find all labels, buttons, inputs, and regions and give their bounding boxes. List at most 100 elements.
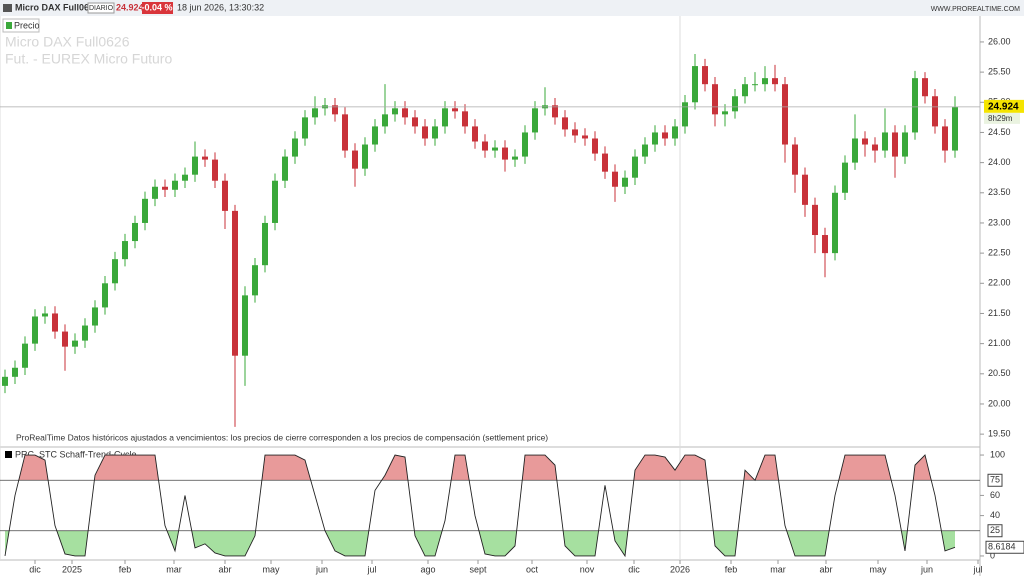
candle-body [92,307,98,326]
watermark-sub: Fut. - EUREX Micro Futuro [5,51,172,67]
y-tick-label: 20.50 [988,368,1011,378]
candle-body [852,138,858,163]
x-tick-label: may [869,564,887,574]
level-label: 75 [990,475,1000,485]
candle-body [742,84,748,97]
y-tick-label: 22.00 [988,278,1011,288]
candle-body [422,126,428,139]
x-tick-label: 2025 [62,564,82,574]
candle-body [262,222,268,266]
x-tick-label: feb [725,564,738,574]
candle-body [522,132,528,157]
y-tick-label: 22.50 [988,248,1011,258]
candle-body [512,156,518,160]
y-tick-label: 20.00 [988,398,1011,408]
indicator-swatch [5,451,12,458]
change: -0.04 % [141,2,172,12]
candle-body [702,66,708,85]
x-tick-label: nov [580,564,595,574]
x-tick-label: mar [166,564,182,574]
candle-body [32,316,38,344]
candle-body [822,235,828,254]
candle-body [912,78,918,133]
candle-body [252,265,258,296]
site: WWW.PROREALTIME.COM [931,6,1020,13]
candle-body [612,171,618,187]
y-tick-label: 25.50 [988,66,1011,76]
level-label: 25 [990,525,1000,535]
candle-body [232,210,238,356]
candle-body [532,108,538,133]
candle-body [352,150,358,169]
candle-body [242,295,248,356]
candle-body [332,105,338,115]
y-tick-label: 60 [990,490,1000,500]
candle-body [172,180,178,190]
candle-body [202,156,208,160]
candle-body [792,144,798,175]
x-tick-label: dic [628,564,640,574]
candle-body [292,138,298,157]
candle-body [42,313,48,317]
y-tick-label: 23.00 [988,217,1011,227]
x-tick-label: abr [218,564,231,574]
top-bar [0,0,1024,16]
legend-label: Precio [14,20,40,30]
candle-body [2,376,8,386]
x-tick-label: jul [972,564,982,574]
candle-body [652,132,658,145]
candle-body [362,144,368,169]
candle-body [902,132,908,157]
indicator-title: PRC_STC Schaff-Trend-Cycle [15,449,137,459]
candle-body [802,174,808,205]
change-box [142,2,173,14]
candle-body [572,129,578,136]
candle-body [602,153,608,172]
candle-body [432,126,438,139]
candle-body [312,108,318,118]
candle-body [462,111,468,127]
candle-body [382,114,388,127]
level-box [987,473,1003,487]
candle-body [62,331,68,347]
x-tick-label: ago [420,564,435,574]
candle-body [642,144,648,157]
candle-body [142,198,148,223]
candle-body [392,108,398,115]
candle-body [632,156,638,178]
candle-body [662,132,668,139]
y-tick-label: 19.50 [988,429,1011,439]
candle-body [192,156,198,175]
candle-body [882,132,888,151]
y-tick-label: 100 [990,449,1005,459]
y-tick-label: 26.00 [988,36,1011,46]
candle-body [812,204,818,236]
candle-body [272,180,278,223]
candle-body [692,66,698,103]
x-tick-label: mar [770,564,786,574]
watermark: Micro DAX Full0626 [5,34,130,50]
candle-body [162,186,168,190]
candle-body [842,162,848,193]
x-tick-label: may [262,564,280,574]
legend-swatch [6,22,12,29]
y-tick-label: 0 [990,550,995,560]
candle-body [952,107,958,151]
upper-fill [5,455,955,481]
candle-body [492,147,498,151]
candle-body [302,117,308,139]
candle-body [72,340,78,347]
countdown-box [984,112,1020,124]
y-tick-label: 24.00 [988,157,1011,167]
candle-body [762,78,768,85]
candle-body [442,108,448,127]
last-value-box [985,540,1024,554]
candle-body [722,111,728,115]
y-tick-label: 21.50 [988,308,1011,318]
y-tick-label: 40 [990,510,1000,520]
candle-body [342,114,348,151]
candle-body [862,138,868,145]
candle-body [152,186,158,199]
candle-body [922,78,928,97]
candle-body [12,367,18,377]
